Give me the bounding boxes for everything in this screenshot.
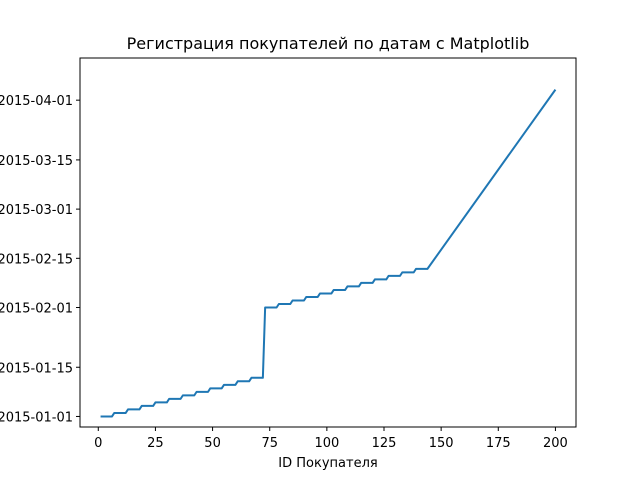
x-tick-label: 50 (204, 436, 221, 451)
axes-frame (79, 57, 577, 428)
x-tick-label: 200 (543, 436, 568, 451)
x-tick-label: 25 (147, 436, 164, 451)
x-tick-label: 125 (372, 436, 397, 451)
y-tick-label: 2015-01-01 (0, 410, 73, 425)
y-axis-ticks: 2015-01-01 2015-01-15 2015-02-01 2015-02-15… (0, 94, 80, 425)
x-tick-label: 175 (486, 436, 511, 451)
y-tick-label: 2015-02-01 (0, 302, 73, 317)
x-tick-label: 0 (94, 436, 102, 451)
series-line (100, 89, 557, 418)
x-tick-label: 150 (429, 436, 454, 451)
y-tick-label: 2015-03-15 (0, 154, 73, 169)
y-tick-label: 2015-04-01 (0, 94, 73, 109)
y-tick-label: 2015-02-15 (0, 252, 73, 267)
chart-title: Регистрация покупателей по датам с Matpl… (127, 34, 530, 53)
y-tick-label: 2015-03-01 (0, 203, 73, 218)
y-tick-label: 2015-01-15 (0, 361, 73, 376)
x-tick-label: 100 (314, 436, 339, 451)
x-axis-label: ID Покупателя (278, 456, 377, 471)
x-axis-ticks: 0 25 50 75 100 125 150 175 200 (94, 427, 568, 451)
x-tick-label: 75 (261, 436, 278, 451)
